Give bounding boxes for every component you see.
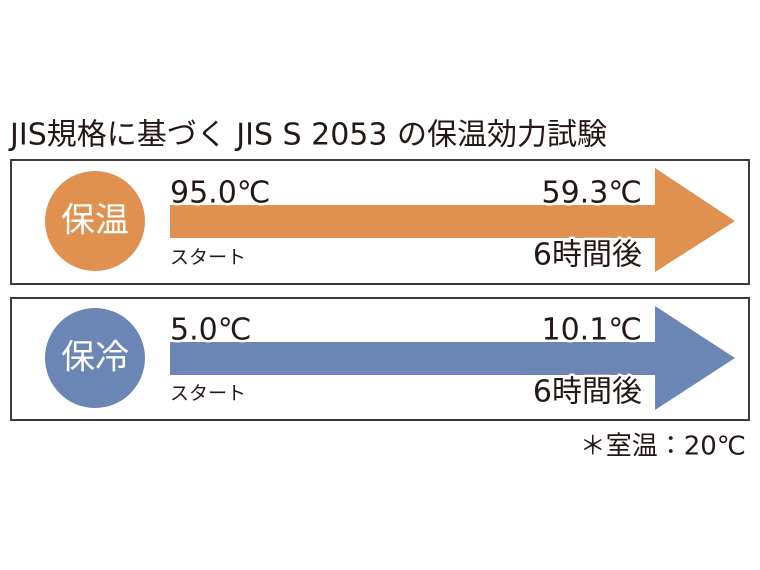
start-temp: 95.0℃ bbox=[170, 176, 271, 211]
end-temp: 10.1℃ bbox=[542, 313, 643, 348]
arrow bbox=[170, 168, 735, 272]
title: JIS規格に基づく JIS S 2053 の保温効力試験 bbox=[8, 118, 607, 153]
badge-label: 保温 bbox=[61, 201, 129, 241]
badge bbox=[45, 171, 145, 271]
panel-warm: 保温 95.0℃ 59.3℃ スタート 6時間後 bbox=[10, 159, 750, 285]
footnote: ＊室温：20℃ bbox=[580, 432, 746, 462]
start-label: スタート bbox=[170, 247, 246, 269]
end-label: 6時間後 bbox=[533, 375, 642, 410]
panel-cold: 保冷 5.0℃ 10.1℃ スタート 6時間後 bbox=[10, 297, 750, 421]
badge bbox=[45, 308, 145, 408]
badge-label: 保冷 bbox=[61, 338, 129, 378]
start-label: スタート bbox=[170, 383, 246, 405]
start-temp: 5.0℃ bbox=[170, 313, 251, 348]
arrow bbox=[170, 306, 735, 410]
end-temp: 59.3℃ bbox=[542, 176, 643, 211]
end-label: 6時間後 bbox=[533, 238, 642, 273]
